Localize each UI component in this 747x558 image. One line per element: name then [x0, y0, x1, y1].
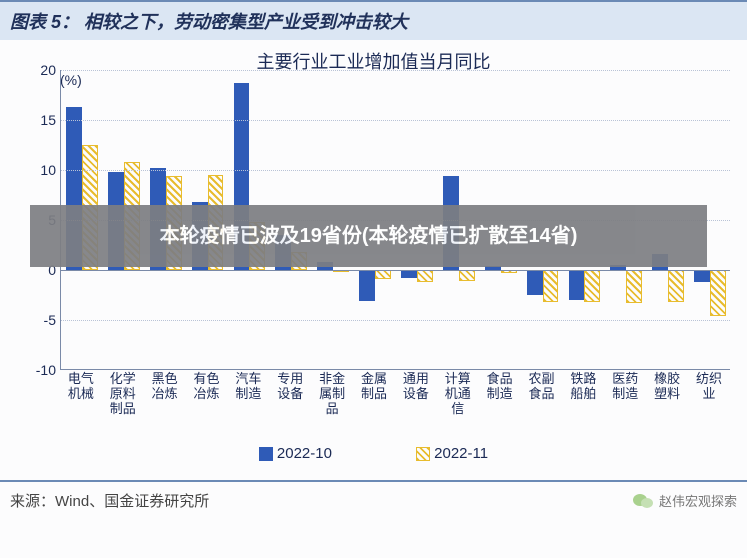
- zero-line: [61, 270, 730, 271]
- x-label: 化学 原料 制品: [102, 372, 144, 417]
- bar: [710, 270, 726, 316]
- x-label: 有色 冶炼: [186, 372, 228, 402]
- bar: [543, 270, 559, 302]
- wechat-name: 赵伟宏观探索: [659, 491, 737, 510]
- x-label: 纺织 业: [688, 372, 730, 402]
- header-title: 相较之下，劳动密集型产业受到冲击较大: [84, 12, 408, 32]
- bar: [401, 270, 417, 278]
- source-text: Wind、国金证券研究所: [55, 493, 209, 510]
- x-label: 通用 设备: [395, 372, 437, 402]
- bar: [668, 270, 684, 302]
- y-tick: -10: [36, 362, 56, 378]
- chart-header: 图表 5： 相较之下，劳动密集型产业受到冲击较大: [0, 0, 747, 40]
- source-label: 来源：: [10, 493, 55, 510]
- x-label: 橡胶 塑料: [646, 372, 688, 402]
- footer: 来源：Wind、国金证券研究所 赵伟宏观探索: [0, 480, 747, 511]
- x-label: 计算 机通 信: [437, 372, 479, 417]
- x-label: 非金 属制 品: [311, 372, 353, 417]
- bar: [527, 270, 543, 295]
- bar: [417, 270, 433, 282]
- y-tick: 15: [40, 112, 56, 128]
- gridline: [61, 70, 730, 71]
- gridline: [61, 170, 730, 171]
- y-tick: -5: [44, 312, 56, 328]
- header-label: 图表 5：: [10, 12, 79, 32]
- y-tick: 10: [40, 162, 56, 178]
- x-label: 黑色 冶炼: [144, 372, 186, 402]
- legend-swatch-0: [259, 447, 273, 461]
- x-label: 汽车 制造: [228, 372, 270, 402]
- bar: [359, 270, 375, 301]
- x-label: 专用 设备: [269, 372, 311, 402]
- overlay-text: 本轮疫情已波及19省份(本轮疫情已扩散至14省): [160, 223, 578, 249]
- bar: [626, 270, 642, 303]
- legend-label-1: 2022-11: [434, 445, 488, 462]
- bar: [375, 270, 391, 279]
- bar: [569, 270, 585, 300]
- gridline: [61, 320, 730, 321]
- x-label: 医药 制造: [604, 372, 646, 402]
- x-label: 农副 食品: [521, 372, 563, 402]
- legend-item-1: 2022-11: [416, 445, 488, 462]
- x-label: 电气 机械: [60, 372, 102, 402]
- source: 来源：Wind、国金证券研究所: [10, 490, 209, 511]
- wechat-attribution: 赵伟宏观探索: [632, 491, 737, 510]
- bar: [459, 270, 475, 281]
- wechat-icon: [632, 492, 654, 510]
- bar: [694, 270, 710, 282]
- x-label: 金属 制品: [353, 372, 395, 402]
- legend-swatch-1: [416, 447, 430, 461]
- x-label: 铁路 船舶: [563, 372, 605, 402]
- y-tick: 20: [40, 62, 56, 78]
- bar: [584, 270, 600, 302]
- legend-label-0: 2022-10: [277, 445, 332, 462]
- gridline: [61, 120, 730, 121]
- x-label: 食品 制造: [479, 372, 521, 402]
- legend-item-0: 2022-10: [259, 445, 332, 462]
- legend: 2022-10 2022-11: [0, 445, 747, 465]
- overlay-banner: 本轮疫情已波及19省份(本轮疫情已扩散至14省): [30, 205, 707, 267]
